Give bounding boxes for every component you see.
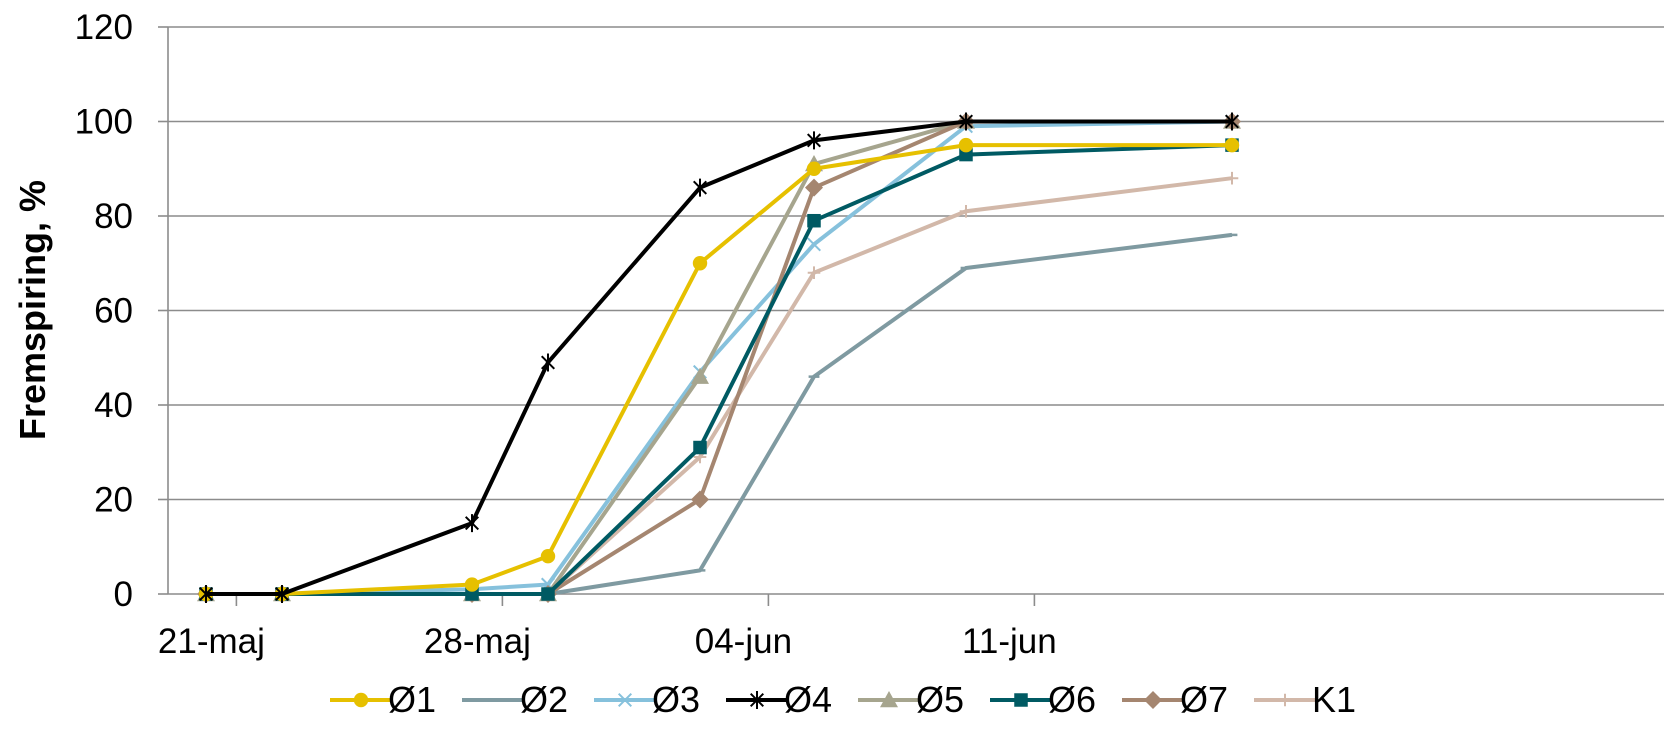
marker-square bbox=[807, 213, 821, 228]
marker-star bbox=[749, 691, 765, 709]
series-line bbox=[206, 143, 1232, 596]
y-tick-label: 0 bbox=[114, 575, 133, 614]
marker-circle bbox=[353, 692, 369, 708]
series-line bbox=[206, 143, 1233, 596]
legend-label: Ø5 bbox=[916, 679, 964, 720]
series-3 bbox=[198, 114, 1240, 602]
marker-diamond bbox=[1144, 691, 1162, 709]
marker-square bbox=[1014, 693, 1028, 707]
marker-diamond bbox=[805, 178, 823, 197]
marker-x bbox=[806, 237, 822, 252]
legend-item: Ø1 bbox=[330, 679, 436, 720]
y-tick-label: 60 bbox=[94, 292, 133, 331]
gridlines bbox=[168, 26, 1664, 501]
marker-circle bbox=[806, 161, 822, 176]
marker-triangle bbox=[880, 691, 898, 708]
legend-label: K1 bbox=[1312, 679, 1356, 720]
marker-plus bbox=[959, 204, 973, 218]
marker-circle bbox=[1224, 137, 1240, 153]
series-line bbox=[206, 119, 1232, 596]
marker-circle bbox=[958, 137, 974, 153]
legend: Ø1 Ø2 Ø3 Ø4 Ø5 Ø6 Ø7 K1 bbox=[330, 679, 1356, 720]
series-7 bbox=[197, 112, 1241, 603]
legend-label: Ø2 bbox=[520, 679, 568, 720]
legend-item: Ø5 bbox=[858, 679, 964, 720]
legend-label: Ø3 bbox=[652, 679, 700, 720]
marker-star bbox=[540, 353, 556, 372]
marker-plus bbox=[1278, 693, 1292, 707]
series-2 bbox=[200, 232, 1238, 596]
marker-star bbox=[958, 112, 974, 131]
legend-item: Ø7 bbox=[1122, 679, 1228, 720]
x-tick-label: 04-jun bbox=[695, 622, 792, 661]
marker-star bbox=[274, 585, 290, 603]
legend-label: Ø1 bbox=[388, 679, 436, 720]
marker-plus bbox=[1225, 171, 1239, 185]
legend-item: Ø6 bbox=[990, 679, 1096, 720]
marker-x bbox=[617, 692, 633, 708]
series-4 bbox=[198, 112, 1240, 603]
series-5 bbox=[197, 112, 1241, 602]
legend-label: Ø7 bbox=[1180, 679, 1228, 720]
series-1 bbox=[198, 137, 1240, 602]
x-tick-label: 11-jun bbox=[962, 622, 1057, 661]
marker-star bbox=[806, 131, 822, 150]
legend-item: Ø3 bbox=[594, 679, 700, 720]
marker-star bbox=[198, 585, 214, 603]
marker-square bbox=[541, 587, 555, 601]
x-tick-label: 28-maj bbox=[424, 622, 531, 661]
marker-triangle bbox=[691, 367, 709, 384]
marker-square bbox=[693, 440, 707, 455]
marker-star bbox=[692, 178, 708, 197]
series-line bbox=[206, 232, 1233, 596]
y-tick-label: 80 bbox=[94, 197, 133, 236]
marker-plus bbox=[807, 266, 821, 279]
legend-label: Ø4 bbox=[784, 679, 832, 720]
marker-circle bbox=[692, 256, 708, 271]
x-tick-label: 21-maj bbox=[158, 622, 265, 661]
y-axis-ticks: 0 20 40 60 80 100 120 bbox=[75, 8, 168, 614]
y-tick-label: 20 bbox=[94, 481, 133, 520]
marker-star bbox=[1224, 112, 1240, 131]
series-line bbox=[206, 119, 1232, 596]
legend-item: Ø2 bbox=[462, 679, 568, 720]
marker-circle bbox=[464, 577, 480, 592]
series-6 bbox=[199, 138, 1239, 601]
series-line bbox=[206, 176, 1233, 596]
series-group bbox=[197, 112, 1241, 603]
marker-star bbox=[464, 514, 480, 533]
marker-diamond bbox=[691, 490, 709, 509]
y-axis-label: Fremspiring, % bbox=[12, 180, 53, 440]
y-tick-label: 100 bbox=[75, 103, 133, 142]
legend-label: Ø6 bbox=[1048, 679, 1096, 720]
legend-item: K1 bbox=[1254, 679, 1356, 720]
x-axis-ticks: 21-maj 28-maj 04-jun 11-jun bbox=[158, 594, 1057, 661]
series-line bbox=[206, 119, 1233, 596]
legend-item: Ø4 bbox=[726, 679, 832, 720]
y-tick-label: 40 bbox=[94, 386, 133, 425]
marker-circle bbox=[540, 549, 556, 564]
y-tick-label: 120 bbox=[75, 8, 133, 47]
series-line bbox=[206, 119, 1232, 596]
